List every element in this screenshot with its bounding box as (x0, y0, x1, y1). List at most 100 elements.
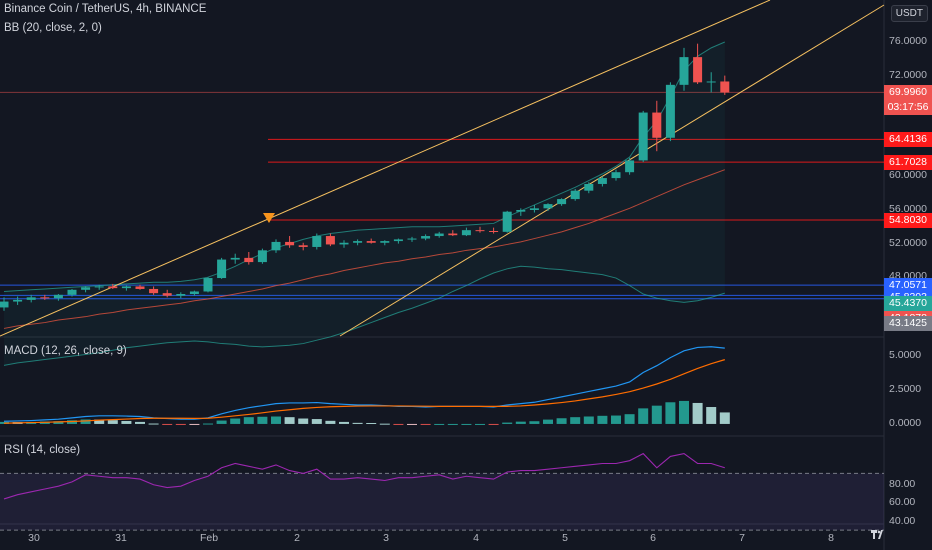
candle-body (339, 242, 349, 245)
currency-button[interactable]: USDT (890, 5, 928, 22)
candle-body (597, 178, 607, 184)
symbol-title: Binance Coin / TetherUS, 4h, BINANCE (4, 3, 207, 15)
macd-histogram-bar (651, 405, 662, 424)
time-axis-tick: 7 (739, 532, 745, 544)
sell-signal-arrow-icon (263, 213, 275, 223)
time-axis-tick: 30 (28, 532, 40, 544)
macd-histogram-bar (352, 422, 363, 424)
macd-histogram-bar (189, 423, 200, 425)
price-axis-tick: 60.0000 (889, 169, 927, 182)
price-badge: 43.1425 (884, 316, 932, 331)
candle-body (570, 190, 580, 200)
candle-body (135, 286, 145, 289)
signal-line (3, 359, 725, 424)
macd-histogram-bar (203, 423, 213, 425)
macd-histogram-bar (434, 423, 445, 425)
bb-indicator-label: BB (20, close, 2, 0) (4, 22, 102, 34)
candle-body (257, 250, 267, 263)
price-axis-tick: 56.0000 (889, 203, 927, 215)
bb-lower-line (3, 265, 725, 366)
time-axis-tick: 8 (828, 532, 834, 544)
candle-body (26, 297, 36, 300)
candle-body (203, 278, 213, 292)
time-axis-tick: 4 (473, 532, 479, 544)
candle-body (502, 211, 512, 232)
tradingview-logo-icon[interactable] (870, 527, 884, 541)
candle-body (189, 291, 199, 294)
candle-body (516, 210, 526, 212)
candle-body (665, 84, 675, 138)
macd-histogram-bar (611, 415, 621, 424)
candle-body (40, 297, 50, 299)
macd-axis-tick: 2.5000 (889, 383, 922, 396)
macd-histogram-bar (162, 423, 173, 425)
price-axis-tick: 76.0000 (889, 35, 927, 47)
candle-body (366, 241, 376, 243)
time-axis-tick: 2 (294, 532, 300, 544)
price-axis-tick: 52.0000 (889, 236, 927, 249)
candle-body (706, 81, 716, 83)
macd-histogram-bar (719, 412, 730, 424)
macd-histogram-bar (298, 418, 309, 424)
macd-histogram-bar (597, 415, 608, 424)
candle-body (543, 204, 553, 209)
macd-histogram-bar (556, 418, 567, 424)
macd-histogram-bar (216, 420, 227, 424)
candle-body (693, 57, 703, 83)
macd-histogram-bar (475, 423, 485, 425)
price-badge: 54.8030 (884, 213, 932, 229)
macd-histogram-bar (257, 416, 268, 424)
macd-histogram-bar (420, 423, 431, 425)
time-axis-tick: 31 (115, 532, 127, 544)
macd-histogram-bar (407, 423, 417, 425)
rsi-indicator-label: RSI (14, close) (4, 444, 81, 456)
candle-body (271, 241, 281, 251)
candle-body (652, 112, 662, 138)
macd-histogram-bar (121, 420, 132, 424)
macd-indicator-label: MACD (12, 26, close, 9) (4, 345, 127, 357)
candle-body (475, 230, 485, 232)
macd-histogram-bar (379, 423, 390, 425)
macd-histogram-bar (366, 422, 377, 424)
macd-histogram-bar (94, 419, 105, 424)
candle-body (638, 112, 648, 161)
upper-trendline (0, 0, 771, 337)
macd-histogram-bar (638, 408, 649, 424)
time-axis-tick: 3 (383, 532, 389, 544)
macd-histogram-bar (230, 418, 241, 424)
candle-body (312, 236, 322, 247)
price-badge: 47.0571 (884, 278, 932, 294)
candle-body (529, 208, 539, 210)
bb-basis-line (3, 169, 725, 329)
macd-histogram-bar (175, 423, 186, 425)
macd-histogram-bar (502, 422, 513, 424)
macd-histogram-bar (665, 402, 676, 424)
candle-body (625, 160, 635, 173)
candle-body (434, 233, 444, 237)
price-badge: 61.7028 (884, 155, 932, 171)
time-axis-tick: Feb (199, 532, 219, 544)
rsi-axis-tick: 60.00 (889, 496, 916, 509)
time-axis-tick: 5 (562, 532, 568, 544)
candle-body (489, 231, 499, 232)
macd-histogram-bar (515, 421, 526, 424)
macd-histogram-bar (53, 421, 64, 424)
candle-body (81, 287, 91, 290)
bollinger-band-fill (4, 42, 725, 366)
macd-histogram-bar (284, 417, 295, 424)
candle-body (584, 183, 594, 191)
macd-histogram-bar (570, 417, 581, 424)
candle-body (285, 241, 295, 246)
macd-histogram-bar (271, 416, 281, 424)
macd-axis-tick: 0.0000 (889, 416, 922, 429)
macd-histogram-bar (135, 421, 145, 424)
candle-body (679, 57, 689, 85)
candle-body (325, 236, 335, 245)
time-axis-tick: 6 (650, 532, 656, 544)
candle-body (67, 289, 77, 295)
macd-histogram-bar (706, 407, 717, 424)
macd-histogram-bar (529, 421, 540, 424)
price-badge: 64.4136 (884, 132, 932, 148)
candle-body (407, 238, 417, 240)
